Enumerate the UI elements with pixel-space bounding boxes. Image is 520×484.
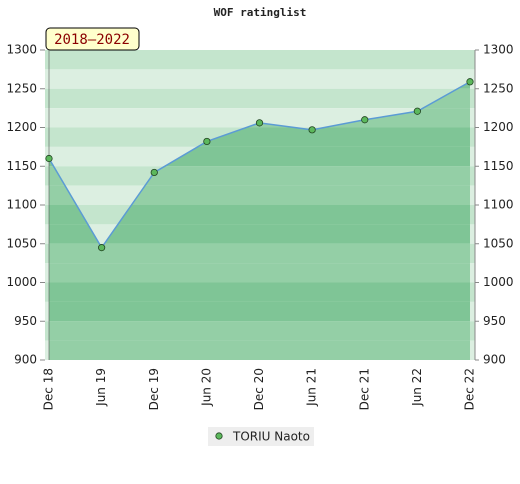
band — [45, 69, 475, 89]
point — [361, 116, 369, 124]
band — [49, 301, 470, 322]
y-tick-label: 1150 — [6, 159, 37, 173]
y2-tick-label: 1050 — [483, 236, 514, 250]
y-tick-label: 1100 — [6, 198, 37, 212]
band — [45, 88, 475, 109]
point — [466, 78, 474, 86]
x-tick-label: Dec 18 — [42, 368, 56, 410]
legend — [208, 427, 314, 446]
band — [49, 205, 470, 225]
y-tick-label: 1050 — [6, 236, 37, 250]
x-tick-label: Jun 22 — [410, 368, 424, 407]
legend-marker — [215, 432, 223, 440]
y-tick-label: 1000 — [6, 275, 37, 289]
band — [49, 224, 470, 244]
band — [49, 243, 470, 264]
y2-tick-label: 1100 — [483, 198, 514, 212]
y2-tick-label: 1150 — [483, 159, 514, 173]
y-tick-label: 1300 — [6, 43, 37, 57]
band — [49, 321, 470, 341]
x-tick-label: Jun 20 — [199, 368, 213, 407]
point — [308, 126, 316, 134]
y2-tick-label: 1250 — [483, 81, 514, 95]
x-tick-label: Dec 22 — [463, 368, 477, 410]
y-tick-label: 1200 — [6, 120, 37, 134]
x-tick-label: Dec 21 — [357, 368, 371, 410]
y2-tick-label: 1200 — [483, 120, 514, 134]
x-tick-label: Jun 19 — [94, 368, 108, 407]
point — [203, 137, 211, 146]
band — [49, 282, 470, 302]
x-tick-label: Jun 21 — [305, 368, 319, 407]
y2-tick-label: 1300 — [483, 43, 514, 57]
point — [45, 154, 53, 163]
x-tick-label: Dec 19 — [147, 368, 161, 410]
x-tick-label: Dec 20 — [252, 368, 266, 410]
chart-title: WOF ratinglist — [214, 6, 307, 19]
band — [49, 185, 470, 205]
point — [98, 244, 106, 252]
y-tick-label: 950 — [14, 314, 37, 328]
point — [255, 119, 264, 127]
y-tick-label: 1250 — [6, 81, 37, 95]
legend-label: TORIU Naoto — [232, 430, 310, 444]
y-tick-label: 900 — [14, 353, 37, 367]
band — [45, 50, 475, 70]
annotation-box — [45, 27, 140, 51]
y2-tick-label: 900 — [483, 353, 506, 367]
y2-tick-label: 950 — [483, 314, 506, 328]
annotation: 2018–2022 — [54, 32, 130, 48]
point — [413, 107, 421, 115]
band — [49, 263, 470, 283]
y2-tick-label: 1000 — [483, 275, 514, 289]
point — [150, 168, 158, 177]
band — [49, 340, 470, 360]
